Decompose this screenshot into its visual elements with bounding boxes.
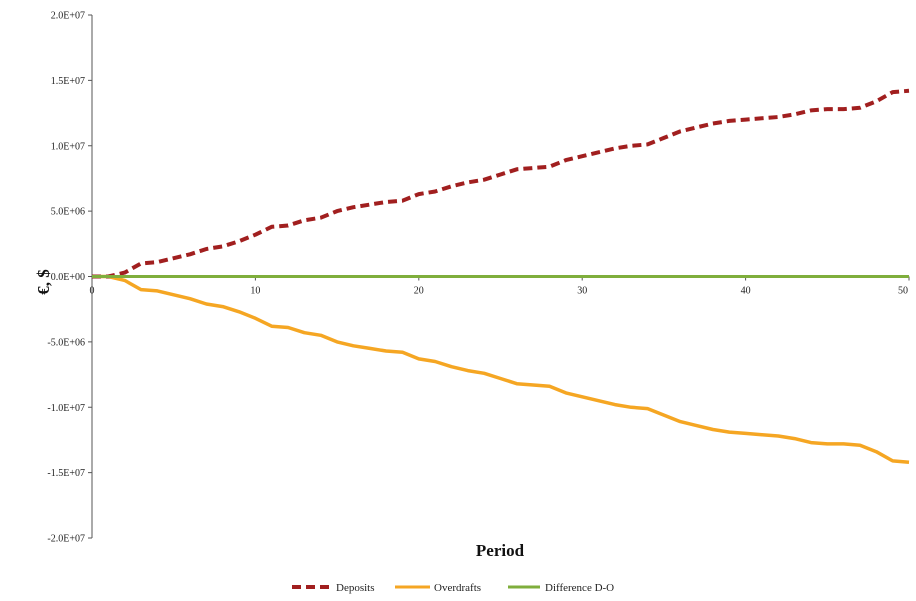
x-tick-label: 10 xyxy=(250,286,260,297)
legend-label: Difference D-O xyxy=(545,582,614,594)
x-axis: 0 10 20 30 40 50 xyxy=(90,276,910,297)
y-tick-label: 1.0E+07 xyxy=(51,141,85,152)
y-tick-label: 1.5E+07 xyxy=(51,76,85,87)
x-tick-label: 40 xyxy=(741,286,751,297)
series-layer xyxy=(92,88,910,464)
y-tick-label: -2.0E+07 xyxy=(47,534,85,545)
legend-label: Deposits xyxy=(336,582,375,594)
legend-label: Overdrafts xyxy=(434,582,481,594)
y-tick-label: 5.0E+06 xyxy=(51,207,85,218)
x-axis-title: Period xyxy=(476,541,525,560)
series-line-overdrafts xyxy=(92,274,910,464)
legend: Deposits Overdrafts Difference D-O xyxy=(292,582,614,594)
y-tick-label: 0.0E+00 xyxy=(51,272,85,283)
y-axis-title: €, $ xyxy=(34,269,53,295)
y-axis: 2.0E+07 1.5E+07 1.0E+07 5.0E+06 0.0E+00 -5.0E… xyxy=(47,11,93,545)
series-line-deposits xyxy=(92,88,910,279)
x-tick-label: 50 xyxy=(898,286,908,297)
y-tick-label: -5.0E+06 xyxy=(47,337,85,348)
y-tick-label: -1.5E+07 xyxy=(47,468,85,479)
y-tick-label: -1.0E+07 xyxy=(47,403,85,414)
y-tick-label: 2.0E+07 xyxy=(51,11,85,22)
x-tick-label: 30 xyxy=(577,286,587,297)
x-tick-label: 0 xyxy=(90,286,95,297)
x-tick-label: 20 xyxy=(414,286,424,297)
